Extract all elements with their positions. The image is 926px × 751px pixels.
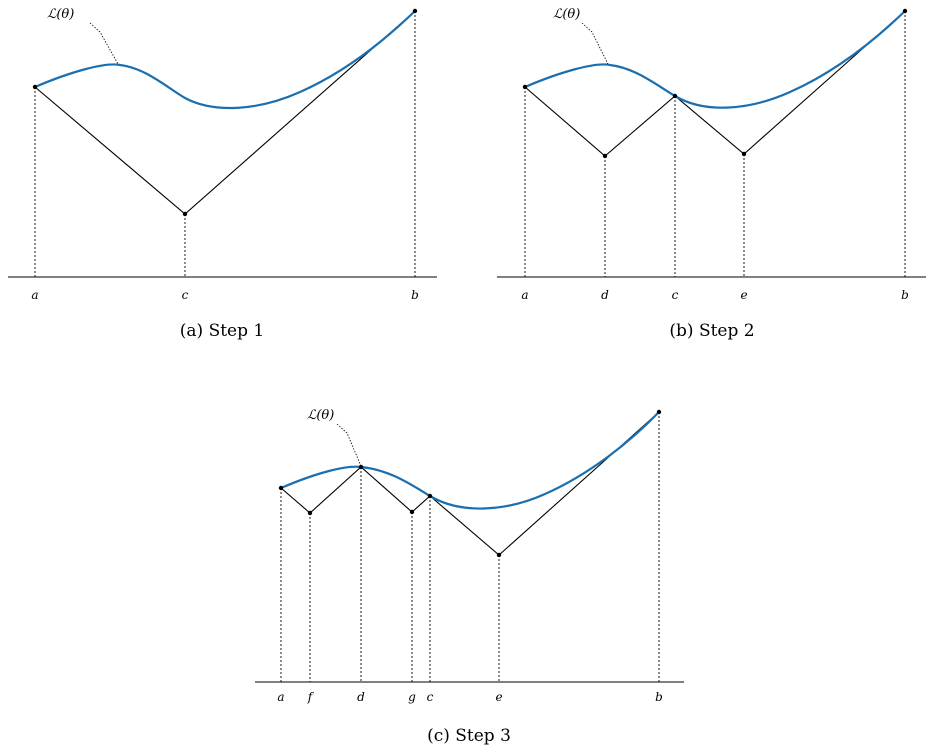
- tick-label: b: [411, 288, 419, 302]
- point-a: [522, 84, 528, 90]
- point-e: [741, 151, 747, 157]
- point-a: [278, 485, 284, 491]
- panel-step-1: ℒ(θ) a c b (a) Step 1: [8, 7, 437, 341]
- tick-label: c: [672, 288, 679, 302]
- loss-curve: [280, 411, 660, 510]
- curve-label: ℒ(θ): [307, 408, 334, 423]
- caption: (b) Step 2: [669, 321, 754, 341]
- caption: (c) Step 3: [427, 726, 511, 746]
- point-b: [902, 8, 908, 14]
- tick-label: d: [357, 690, 365, 704]
- point-c: [672, 93, 678, 99]
- tick-label: c: [182, 288, 189, 302]
- point-d: [602, 153, 608, 159]
- tick-label: a: [277, 690, 284, 704]
- point-d: [358, 464, 364, 470]
- tick-label: b: [655, 690, 663, 704]
- point-g: [409, 509, 415, 515]
- tick-label: a: [521, 288, 528, 302]
- tick-label: e: [495, 690, 502, 704]
- tick-label: c: [427, 690, 434, 704]
- lower-bound-polyline: [524, 10, 906, 157]
- point-e: [496, 552, 502, 558]
- curve-label-leader: [581, 22, 609, 65]
- loss-curve: [34, 10, 416, 110]
- point-c: [427, 493, 433, 499]
- point-b: [656, 409, 662, 415]
- tick-label: f: [307, 690, 315, 704]
- tick-label: e: [740, 288, 747, 302]
- curve-label: ℒ(θ): [47, 7, 74, 22]
- tick-label: g: [408, 690, 416, 704]
- curve-label: ℒ(θ): [553, 7, 580, 22]
- tick-label: a: [31, 288, 38, 302]
- panel-step-2: ℒ(θ) a d c e b (b) Step 2: [497, 7, 926, 341]
- curve-label-leader: [336, 423, 362, 467]
- caption: (a) Step 1: [180, 321, 264, 341]
- tick-label: b: [901, 288, 909, 302]
- point-a: [32, 84, 38, 90]
- loss-curve: [524, 10, 906, 109]
- lower-bound-polyline: [34, 10, 416, 215]
- point-b: [412, 8, 418, 14]
- point-c: [182, 211, 188, 217]
- point-f: [307, 510, 313, 516]
- panel-step-3: ℒ(θ) a f d g c e b (c) Step 3: [255, 408, 684, 746]
- curve-label-leader: [89, 22, 119, 65]
- lower-bound-polyline: [280, 411, 660, 556]
- tick-label: d: [601, 288, 609, 302]
